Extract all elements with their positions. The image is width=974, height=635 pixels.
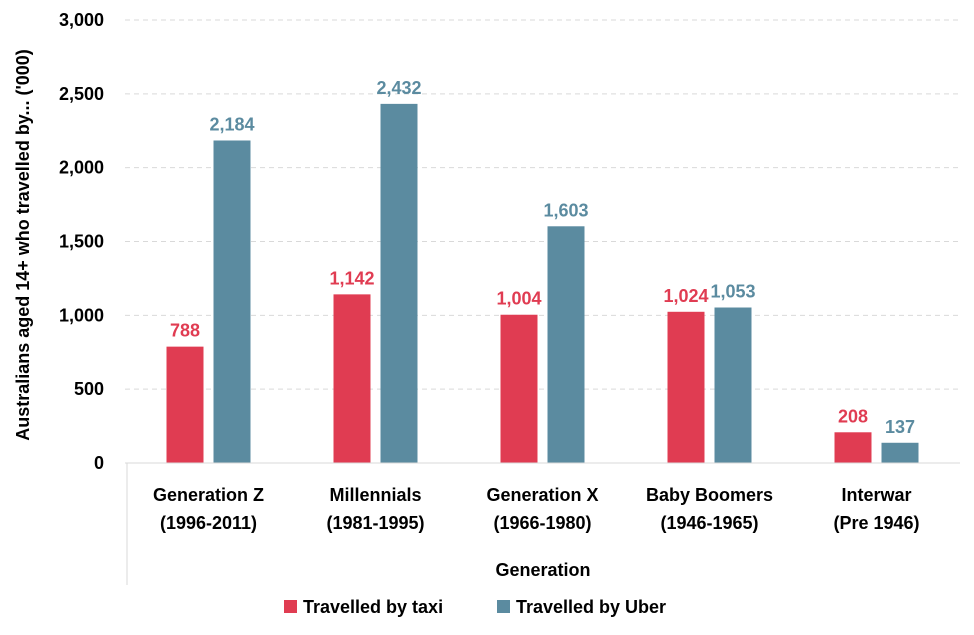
y-tick-label: 0	[94, 453, 104, 473]
x-category-sublabel: (1966-1980)	[493, 513, 591, 533]
bar-value-labels: 788 1,142 1,004 1,024 208 2,184 2,432 1,603 1,05…	[170, 78, 915, 437]
x-category-label: Generation X	[486, 485, 598, 505]
bar-uber	[213, 140, 251, 463]
legend-label: Travelled by taxi	[303, 597, 443, 617]
y-tick-label: 1,000	[59, 305, 104, 325]
bar-taxi	[500, 314, 538, 463]
bar-taxi	[834, 432, 872, 463]
y-tick-label: 3,000	[59, 10, 104, 30]
bar-value-label: 137	[885, 417, 915, 437]
bar-value-label: 1,603	[543, 200, 588, 220]
x-category-sublabel: (1996-2011)	[160, 513, 257, 533]
y-tick-label: 2,000	[59, 158, 104, 178]
y-axis-title: Australians aged 14+ who travelled by...…	[13, 49, 33, 441]
x-axis-title: Generation	[495, 560, 590, 580]
legend: Travelled by taxi Travelled by Uber	[284, 597, 666, 617]
bar-uber	[547, 226, 585, 463]
gridlines	[125, 19, 960, 390]
y-tick-label: 2,500	[59, 84, 104, 104]
x-category-sublabel: (Pre 1946)	[833, 513, 919, 533]
legend-label: Travelled by Uber	[516, 597, 666, 617]
bar-uber	[380, 103, 418, 463]
x-axis-categories: Generation Z (1996-2011) Millennials (1981-…	[153, 485, 920, 533]
bar-taxi	[333, 294, 371, 463]
y-axis-ticks: 0 500 1,000 1,500 2,000 2,500 3,000	[59, 10, 104, 473]
bar-value-label: 788	[170, 321, 200, 341]
x-category-sublabel: (1946-1965)	[660, 513, 758, 533]
bar-value-label: 2,432	[376, 78, 421, 98]
bar-taxi	[667, 311, 705, 463]
bar-value-label: 1,053	[710, 282, 755, 302]
x-category-label: Generation Z	[153, 485, 264, 505]
y-tick-label: 500	[74, 379, 104, 399]
bar-uber	[881, 442, 919, 463]
bar-value-label: 1,024	[663, 286, 708, 306]
x-category-label: Baby Boomers	[646, 485, 773, 505]
legend-swatch-uber	[497, 600, 510, 613]
bar-taxi	[166, 346, 204, 463]
bar-value-label: 2,184	[209, 114, 254, 134]
bar-uber	[714, 307, 752, 463]
x-category-label: Interwar	[841, 485, 911, 505]
bar-value-label: 1,142	[329, 268, 374, 288]
x-category-sublabel: (1981-1995)	[326, 513, 424, 533]
bar-value-label: 208	[838, 406, 868, 426]
legend-swatch-taxi	[284, 600, 297, 613]
x-category-label: Millennials	[329, 485, 421, 505]
y-tick-label: 1,500	[59, 232, 104, 252]
bars	[166, 103, 919, 463]
bar-value-label: 1,004	[496, 289, 541, 309]
